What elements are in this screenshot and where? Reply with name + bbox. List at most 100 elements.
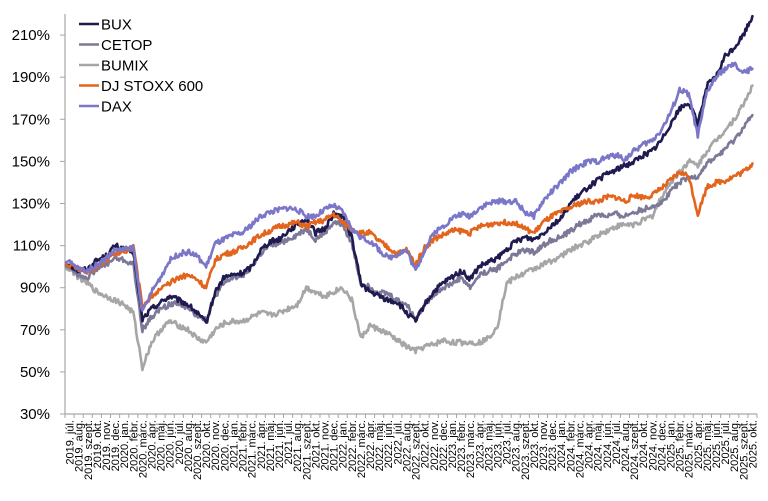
x-tick-label: 2020. máj. — [156, 420, 168, 471]
x-tick-label: 2024. nov. — [647, 420, 659, 471]
x-tick-label: 2024. ápr. — [584, 420, 596, 469]
y-tick-label: 70% — [20, 322, 50, 339]
series-layer — [64, 14, 754, 372]
series-line-dax — [64, 61, 754, 312]
x-tick-label: 2022. okt. — [420, 420, 432, 468]
x-tick-label: 2021. jún. — [274, 420, 286, 468]
x-tick-label: 2024. máj. — [593, 420, 605, 471]
x-tick-label: 2025. okt. — [747, 420, 759, 468]
x-tick-label: 2024. szept. — [629, 420, 641, 480]
x-tick-label: 2024. jún. — [602, 420, 614, 468]
x-tick-label: 2019. aug. — [74, 420, 86, 472]
y-tick-label: 50% — [20, 364, 50, 381]
x-tick-label: 2020. márc. — [137, 420, 149, 478]
legend-label: DAX — [101, 99, 132, 116]
x-tick-label: 2021. nov. — [320, 420, 332, 471]
legend-label: DJ STOXX 600 — [101, 78, 203, 95]
x-tick-label: 2021. márc. — [247, 420, 259, 478]
x-tick-label: 2025. ápr. — [693, 420, 705, 469]
x-tick-label: 2022. dec. — [438, 420, 450, 471]
x-tick-label: 2019. okt. — [92, 420, 104, 468]
x-tick-label: 2023. júl. — [502, 420, 514, 465]
x-tick-label: 2019. szept. — [83, 420, 95, 480]
x-tick-label: 2023. okt. — [529, 420, 541, 468]
x-tick-label: 2024. aug. — [620, 420, 632, 472]
legend-item: BUX — [79, 17, 132, 34]
x-tick-label: 2024. okt. — [638, 420, 650, 468]
x-tick-label: 2020. júl. — [174, 420, 186, 465]
legend-item: DAX — [79, 99, 132, 116]
x-tick-label: 2024. dec. — [656, 420, 668, 471]
x-tick-label: 2024. márc. — [574, 420, 586, 478]
x-tick-label: 2024. febr. — [565, 420, 577, 472]
x-tick-label: 2023. jan. — [447, 420, 459, 468]
y-tick-label: 90% — [20, 280, 50, 297]
x-tick-label: 2022. jan. — [338, 420, 350, 468]
x-tick-label: 2020. okt. — [201, 420, 213, 468]
series-line-bumix — [64, 84, 754, 372]
x-tick-label: 2023. dec. — [547, 420, 559, 471]
x-tick-label: 2020. dec. — [219, 420, 231, 471]
x-tick-label: 2023. szept. — [520, 420, 532, 480]
x-tick-label: 2025. szept. — [738, 420, 750, 480]
x-tick-label: 2020. febr. — [128, 420, 140, 472]
y-tick-label: 170% — [12, 111, 50, 128]
x-tick-label: 2022. júl. — [392, 420, 404, 465]
x-tick-label: 2020. jún. — [165, 420, 177, 468]
x-tick-label: 2023. febr. — [456, 420, 468, 472]
x-tick-label: 2022. márc. — [356, 420, 368, 478]
x-tick-label: 2023. nov. — [538, 420, 550, 471]
series-line-bux — [64, 14, 754, 324]
legend-item: BUMIX — [79, 58, 149, 75]
x-tick-label: 2023. aug. — [511, 420, 523, 472]
x-axis: 2019. júl.2019. aug.2019. szept.2019. ok… — [64, 413, 759, 480]
y-tick-label: 110% — [13, 238, 50, 255]
legend-item: CETOP — [79, 37, 152, 54]
x-tick-label: 2019. dec. — [110, 420, 122, 471]
x-tick-label: 2025. máj. — [702, 420, 714, 471]
legend-label: BUMIX — [101, 58, 149, 75]
x-tick-label: 2020. nov. — [210, 420, 222, 471]
x-tick-label: 2022. szept. — [411, 420, 423, 480]
x-tick-label: 2022. máj. — [374, 420, 386, 471]
y-tick-label: 30% — [20, 406, 50, 423]
x-tick-label: 2022. aug. — [401, 420, 413, 472]
x-tick-label: 2024. jan. — [556, 420, 568, 468]
x-tick-label: 2019. nov. — [101, 420, 113, 471]
y-axis: 30% 50% 70% 90% 110% 130% 150% 170% 190% 210% — [12, 14, 66, 423]
y-tick-label: 150% — [12, 153, 50, 170]
x-tick-label: 2023. jún. — [493, 420, 505, 468]
x-tick-label: 2023. máj. — [483, 420, 495, 471]
x-tick-label: 2025. jan. — [666, 420, 678, 468]
x-tick-label: 2020. jan. — [119, 420, 131, 468]
x-tick-label: 2025. febr. — [675, 420, 687, 472]
y-tick-label: 130% — [12, 196, 50, 213]
x-tick-label: 2020. szept. — [192, 420, 204, 480]
series-line-dj-stoxx-600 — [64, 162, 754, 311]
x-tick-label: 2025. aug. — [729, 420, 741, 472]
x-tick-label: 2019. júl. — [65, 420, 77, 465]
x-tick-label: 2025. júl. — [720, 420, 732, 465]
legend: BUX CETOP BUMIX DJ STOXX 600 DAX — [79, 17, 203, 116]
x-tick-label: 2025. márc. — [684, 420, 696, 478]
x-tick-label: 2021. febr. — [238, 420, 250, 472]
x-tick-label: 2021. júl. — [283, 420, 295, 465]
x-tick-label: 2025. jún. — [711, 420, 723, 468]
legend-item: DJ STOXX 600 — [79, 78, 203, 95]
x-tick-label: 2021. máj. — [265, 420, 277, 471]
legend-label: BUX — [101, 17, 132, 34]
x-tick-label: 2021. dec. — [329, 420, 341, 471]
x-tick-label: 2022. febr. — [347, 420, 359, 472]
x-tick-label: 2021. szept. — [301, 420, 313, 480]
x-tick-label: 2023. ápr. — [474, 420, 486, 469]
x-tick-label: 2021. okt. — [310, 420, 322, 468]
x-tick-label: 2020. aug. — [183, 420, 195, 472]
x-tick-label: 2021. aug. — [292, 420, 304, 472]
x-tick-label: 2023. márc. — [465, 420, 477, 478]
x-tick-label: 2022. ápr. — [365, 420, 377, 469]
x-tick-label: 2021. ápr. — [256, 420, 268, 469]
x-tick-label: 2022. nov. — [429, 420, 441, 471]
legend-label: CETOP — [101, 37, 152, 54]
y-tick-label: 210% — [12, 27, 50, 44]
